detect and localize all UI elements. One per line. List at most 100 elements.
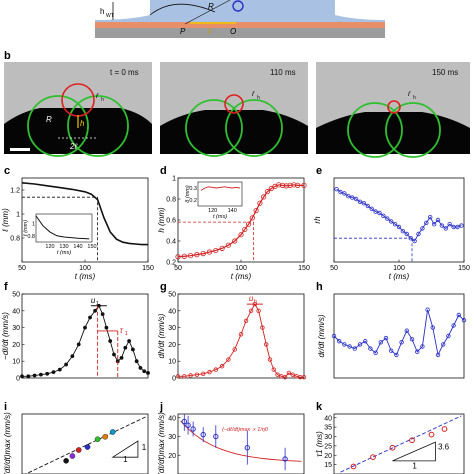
data-point-drh <box>352 346 357 351</box>
plot-j: 20 30 40(dℓ/dt)max (mm/s) (−dℓ/dt)max ∝ 1/η… <box>157 412 305 474</box>
data-point-dh <box>238 332 244 337</box>
inset-y-tick-d: 0.3 <box>189 186 197 192</box>
data-point-rh <box>350 195 355 200</box>
inset-line-d <box>200 186 241 191</box>
inset-frame-c <box>35 213 93 243</box>
triangle-label-bottom: 1 <box>123 455 128 464</box>
inset-y-label-d: δ (mm) <box>185 185 191 203</box>
neck-circle-red <box>387 100 401 114</box>
schematic-label-ell: ℓ <box>207 27 211 36</box>
data-point-rh <box>431 221 437 227</box>
radius-line <box>184 0 231 25</box>
slope-triangle <box>392 441 436 462</box>
data-point-h <box>268 185 274 192</box>
y-axis-label-g: dh/dt (mm/s) <box>157 313 166 358</box>
data-point-h <box>261 194 267 200</box>
y-tick-label-k: 30 <box>324 434 332 441</box>
photo3-label-rh-sub: h <box>413 95 416 101</box>
data-point-i <box>94 436 101 443</box>
data-point-rh <box>389 219 394 224</box>
data-point-rh <box>357 199 363 204</box>
data-point-rh <box>338 189 343 195</box>
photo3-label-rh: r <box>408 89 411 98</box>
data-point-drh <box>342 342 347 347</box>
data-point-drh <box>404 328 409 333</box>
panel-letter-c: c <box>4 165 10 177</box>
data-point-drh <box>461 318 467 323</box>
data-point-j <box>190 426 196 432</box>
label-tau: τ <box>120 326 124 335</box>
data-point-i <box>84 444 91 450</box>
label-tau-sub: 1 <box>125 331 128 337</box>
y-tick-label-g: 20 <box>168 342 176 349</box>
schematic-arc <box>149 3 216 16</box>
data-point-rh <box>412 238 417 244</box>
triangle-label-right: 3.6 <box>438 443 450 452</box>
inset-frame-d <box>197 181 243 207</box>
y-tick-label-j: 30 <box>168 434 176 441</box>
data-point-drh <box>331 333 337 339</box>
data-point-drh <box>399 340 404 345</box>
photo-110ms: r h 110 ms <box>160 62 308 157</box>
photo2-label-rh-sub: h <box>257 95 260 101</box>
y-axis-label-j: (dℓ/dt)max (mm/s) <box>157 412 166 474</box>
y-tick-label-f: 10 <box>12 359 20 366</box>
data-point-i <box>63 457 69 464</box>
droplet-film <box>95 0 385 27</box>
data-point-drh <box>451 323 456 328</box>
data-point-drh <box>347 344 352 349</box>
y-tick-label-k: 20 <box>324 453 332 460</box>
schematic-label-wt: WT <box>106 13 114 19</box>
panel-letter-j: j <box>159 401 163 413</box>
data-point-rh <box>381 213 386 218</box>
data-point-dh <box>219 364 225 369</box>
data-point-k <box>350 463 357 470</box>
data-point-drh <box>446 333 451 339</box>
data-point-rh <box>334 186 339 192</box>
y-tick-label-f: 30 <box>12 325 20 332</box>
y-tick-label-d: 0.2 <box>166 260 176 267</box>
data-point-drh <box>389 348 394 353</box>
data-point-i <box>69 453 76 459</box>
plot-g: 0 10 20 30 40 50 dh/dt (mm/s) u h <box>157 292 307 383</box>
data-point-i <box>75 447 82 453</box>
data-point-rh <box>459 223 464 228</box>
data-point-dh <box>207 369 212 375</box>
data-point-rh <box>353 196 359 202</box>
fit-line <box>340 415 462 473</box>
schematic: h WT R P ℓ O <box>90 0 385 38</box>
data-point-rh <box>439 223 445 228</box>
series-line-rh <box>336 188 462 242</box>
schematic-label-r: R <box>208 2 214 11</box>
axes-frame-j <box>177 413 305 474</box>
inset-y-tick-c: 1 <box>32 221 35 227</box>
plot-c: 50 100 150 0.8 1 1.2 t (ms) ℓ (mm) 120 130 140 150 0… <box>1 177 154 281</box>
panel-letter-f: f <box>4 281 8 293</box>
bubble-circle-left <box>347 102 403 158</box>
y-axis-label-e: rh <box>313 216 322 224</box>
slope-triangle <box>111 440 139 458</box>
data-point-dh <box>271 367 276 372</box>
photo1-label-r: R <box>46 115 52 124</box>
axes-frame-i <box>21 413 149 474</box>
data-point-drh <box>456 312 461 318</box>
inset-x-tick-c: 130 <box>59 244 68 250</box>
y-tick-label-f: 20 <box>12 342 20 349</box>
x-tick-label-c: 100 <box>79 265 91 272</box>
inset-y-tick-c: 0.8 <box>27 234 35 240</box>
data-point-drh <box>337 339 342 344</box>
x-tick-label-c: 150 <box>142 265 154 272</box>
data-point-rh <box>420 226 425 231</box>
data-point-k <box>389 444 396 451</box>
data-point-rh <box>400 228 406 234</box>
photo3-time: 150 ms <box>432 68 458 77</box>
data-point-rh <box>385 216 390 221</box>
y-axis-label-c: ℓ (mm) <box>1 208 10 233</box>
data-point-rh <box>373 209 378 214</box>
data-point-dh <box>243 318 249 324</box>
plot-i: (dℓ/dt)max (mm/s) 1 1 <box>3 412 149 474</box>
scale-bar <box>10 148 30 151</box>
photo2-time: 110 ms <box>270 68 296 77</box>
data-point-h <box>257 200 263 206</box>
